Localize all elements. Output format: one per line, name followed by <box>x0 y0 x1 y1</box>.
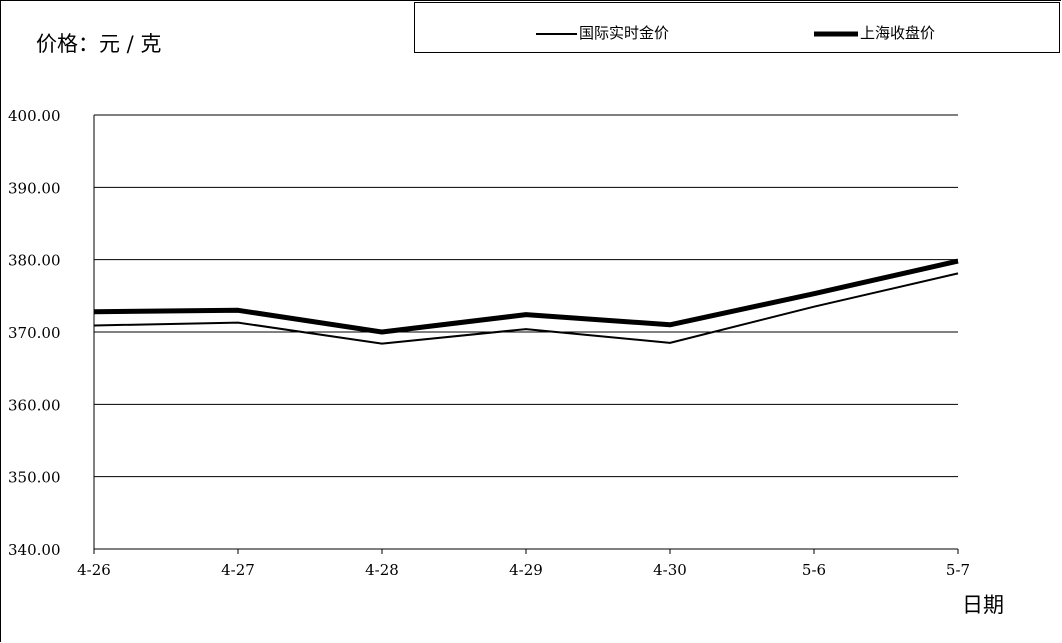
x-tick-label: 4-29 <box>509 561 543 579</box>
legend-label-series-1: 国际实时金价 <box>579 24 669 42</box>
x-tick-label: 5-6 <box>802 561 826 579</box>
x-tick-label: 4-27 <box>221 561 255 579</box>
legend-label-series-2: 上海收盘价 <box>860 24 935 42</box>
y-tick-label: 360.00 <box>8 396 61 414</box>
y-tick-label: 400.00 <box>8 107 61 125</box>
x-tick-label: 5-7 <box>946 561 970 579</box>
x-axis-label: 日期 <box>962 593 1004 617</box>
series-line-1 <box>93 272 959 345</box>
y-tick-label: 390.00 <box>8 179 61 197</box>
x-tick-labels: 4-26 4-27 4-28 4-29 4-30 5-6 5-7 <box>77 549 970 579</box>
x-tick-label: 4-26 <box>77 561 111 579</box>
y-tick-labels: 340.00 350.00 360.00 370.00 380.00 390.00 400.… <box>8 107 61 559</box>
x-tick-label: 4-28 <box>365 561 399 579</box>
legend: 国际实时金价 上海收盘价 <box>414 2 1060 53</box>
gridlines <box>94 114 958 478</box>
series-lines <box>93 258 959 345</box>
series-line-2 <box>93 258 959 335</box>
y-tick-label: 380.00 <box>8 252 61 270</box>
y-tick-label: 350.00 <box>8 469 61 487</box>
y-tick-label: 340.00 <box>8 541 61 559</box>
y-axis-unit-label: 价格：元 / 克 <box>36 32 162 56</box>
x-tick-label: 4-30 <box>653 561 687 579</box>
y-tick-label: 370.00 <box>8 324 61 342</box>
legend-svg: 国际实时金价 上海收盘价 <box>536 24 935 42</box>
